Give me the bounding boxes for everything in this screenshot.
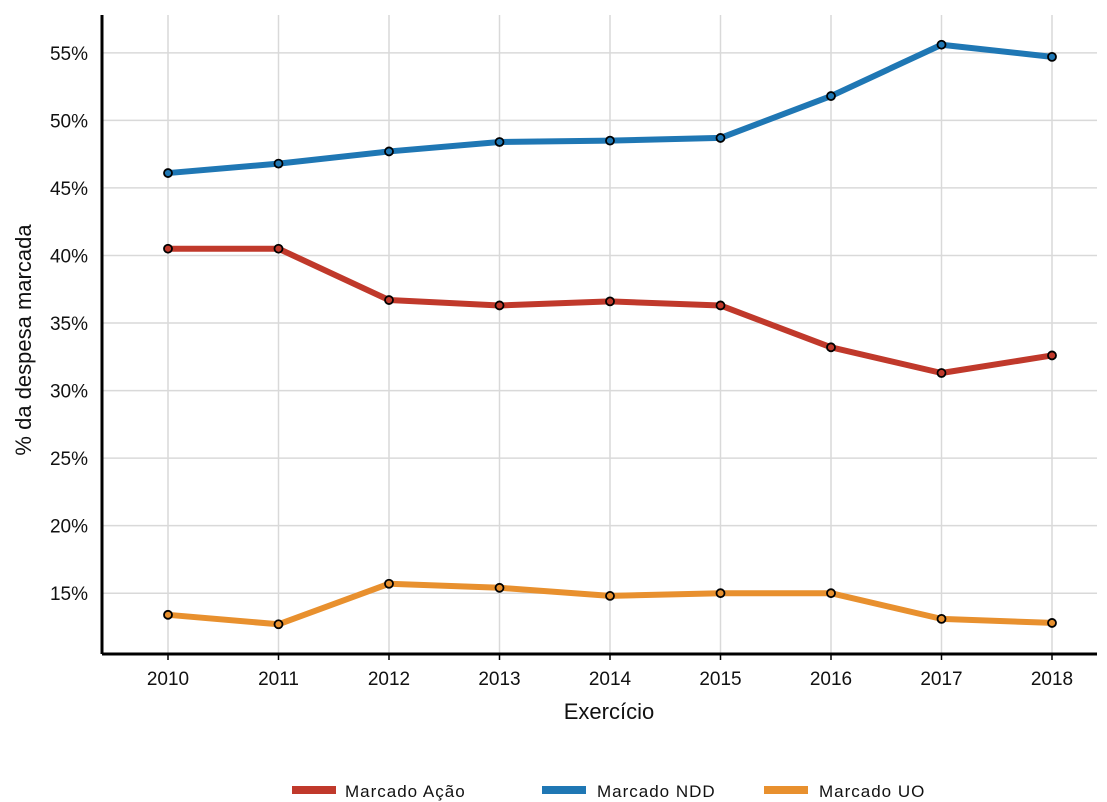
data-point-marcado-uo [715, 588, 726, 599]
data-point-marcado-ndd [605, 135, 615, 146]
data-point-marcado-a-o [494, 300, 505, 311]
x-tick-label: 2017 [920, 669, 962, 690]
data-point-marcado-ndd [163, 168, 173, 178]
x-axis-ticks: 2010 2011 2012 2013 2014 2015 2016 2017 2018 [147, 654, 1073, 690]
y-tick-label: 25% [50, 449, 88, 470]
data-point-marcado-a-o [936, 368, 947, 378]
data-points [163, 39, 1057, 630]
y-tick-label: 20% [50, 517, 88, 538]
data-point-marcado-a-o [826, 342, 836, 353]
data-point-marcado-a-o [163, 243, 173, 254]
x-tick-label: 2018 [1031, 669, 1073, 690]
axes [100, 15, 1097, 656]
x-tick-label: 2012 [368, 669, 410, 690]
y-tick-label: 30% [50, 382, 88, 403]
data-point-marcado-uo [273, 619, 284, 630]
data-point-marcado-a-o [715, 300, 726, 311]
data-point-marcado-ndd [1047, 51, 1057, 62]
grid [102, 15, 1097, 654]
legend-label-marcado-uo: Marcado UO [819, 782, 925, 801]
data-point-marcado-uo [605, 591, 615, 601]
x-tick-label: 2013 [478, 669, 520, 690]
data-point-marcado-uo [494, 582, 505, 593]
x-tick-label: 2014 [589, 669, 632, 690]
data-point-marcado-ndd [494, 137, 505, 147]
data-point-marcado-ndd [384, 146, 394, 157]
legend-label-marcado-a-o: Marcado Ação [345, 782, 466, 801]
legend-label-marcado-ndd: Marcado NDD [597, 782, 716, 801]
y-tick-label: 35% [50, 314, 88, 335]
data-point-marcado-uo [826, 588, 836, 599]
data-point-marcado-uo [384, 578, 394, 589]
data-point-marcado-a-o [273, 243, 284, 254]
data-point-marcado-ndd [273, 158, 284, 169]
y-tick-label: 15% [50, 584, 88, 605]
x-tick-label: 2015 [699, 669, 741, 690]
y-axis-ticks: 15% 20% 25% 30% 35% 40% 45% 50% 55% [50, 44, 88, 605]
data-point-marcado-a-o [384, 295, 394, 305]
data-point-marcado-ndd [936, 39, 947, 50]
y-axis-title: % da despesa marcada [11, 224, 36, 456]
x-tick-label: 2016 [810, 669, 852, 690]
y-tick-label: 40% [50, 246, 88, 267]
x-tick-label: 2010 [147, 669, 189, 690]
data-point-marcado-uo [1047, 618, 1057, 628]
data-point-marcado-uo [936, 613, 947, 624]
x-tick-label: 2011 [258, 669, 299, 690]
data-point-marcado-uo [163, 609, 173, 620]
legend-swatch-marcado-a-o [292, 786, 336, 794]
y-tick-label: 50% [50, 111, 88, 132]
data-point-marcado-ndd [715, 133, 726, 143]
data-point-marcado-ndd [826, 91, 836, 101]
legend-swatch-marcado-uo [764, 786, 808, 794]
legend-swatch-marcado-ndd [542, 786, 586, 794]
x-axis-title: Exercício [564, 699, 654, 724]
legend: Marcado Ação Marcado NDD Marcado UO [292, 782, 925, 801]
y-tick-label: 45% [50, 179, 88, 200]
data-point-marcado-a-o [605, 296, 615, 307]
y-tick-label: 55% [50, 44, 88, 65]
data-point-marcado-a-o [1047, 350, 1057, 361]
